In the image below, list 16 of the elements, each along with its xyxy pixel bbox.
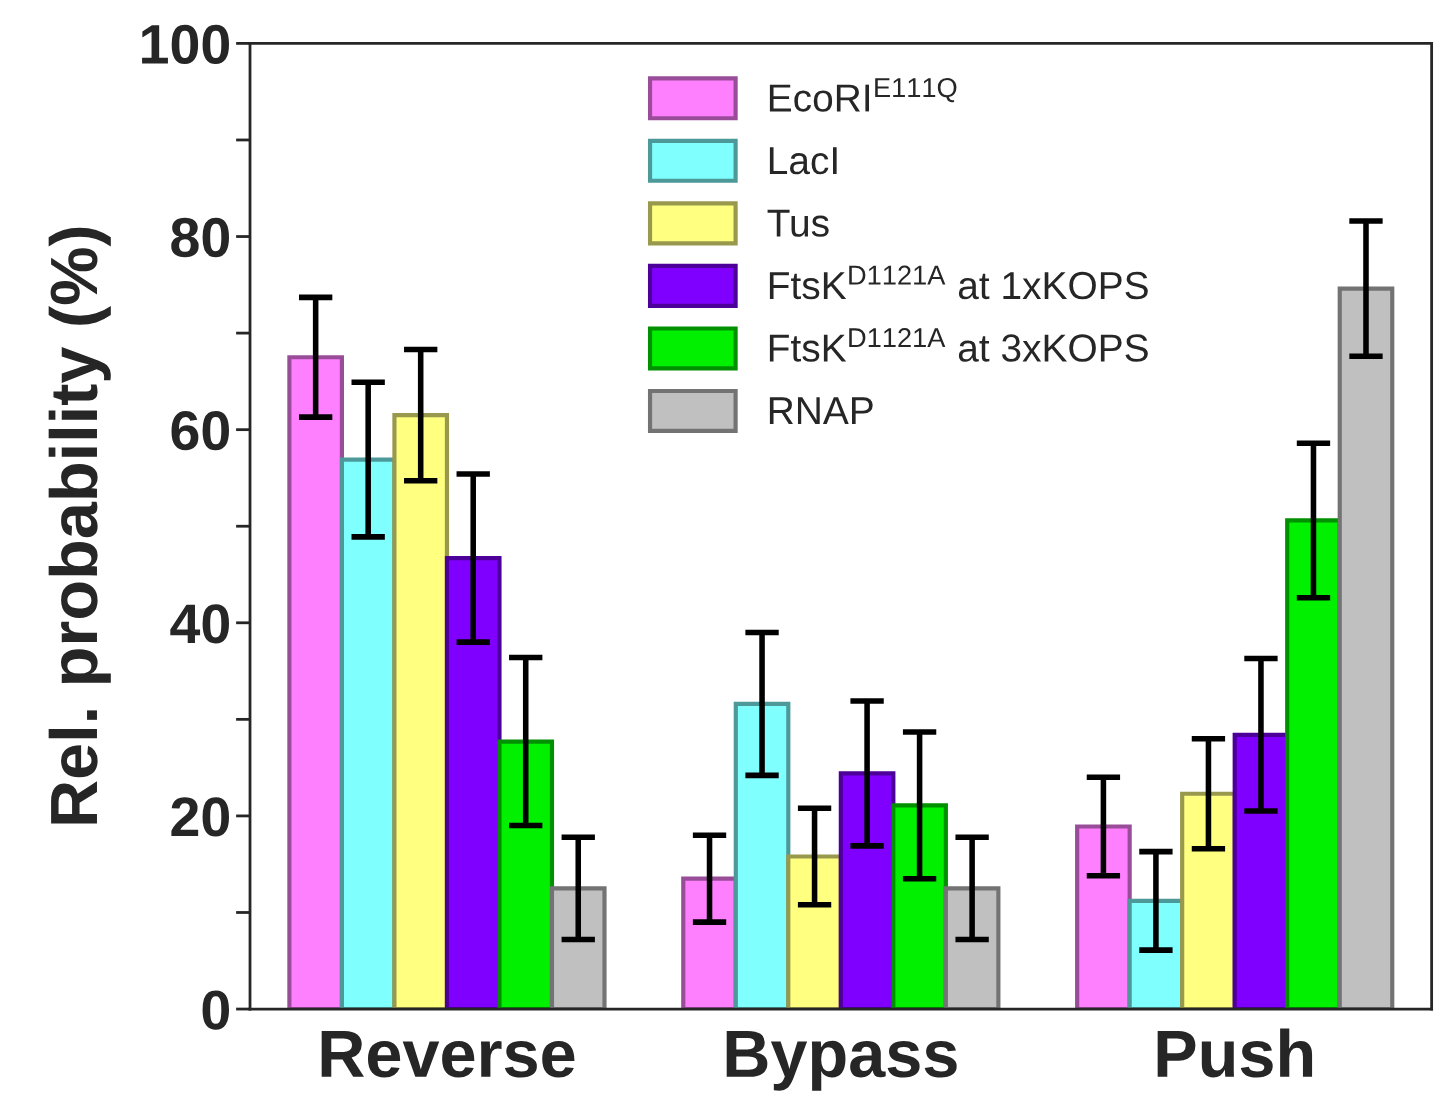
legend-label: EcoRI$^{E111Q}$	[769, 78, 957, 112]
legend-label: FtsK$^{D1121A}$ at 1xKOPS	[769, 265, 1148, 300]
y-tick-label: 80	[171, 217, 229, 258]
x-tick-label: Bypass	[726, 1030, 957, 1091]
y-tick-label: 60	[171, 411, 229, 451]
y-tick-label: 100	[142, 24, 229, 65]
y-tick-label: 40	[170, 604, 229, 644]
y-tick-label: 20	[171, 797, 229, 837]
legend-label: RNAP	[769, 397, 873, 425]
legend-label: Tus	[767, 209, 829, 237]
x-tick-label: Reverse	[321, 1030, 575, 1078]
legend-label: LacI	[769, 147, 837, 175]
legend-label: FtsK$^{D1121A}$ at 3xKOPS	[769, 328, 1148, 362]
y-axis-title: Rel. probability (%)	[48, 227, 111, 824]
y-tick-label: 0	[202, 990, 229, 1030]
x-tick-label: Push	[1157, 1028, 1313, 1078]
